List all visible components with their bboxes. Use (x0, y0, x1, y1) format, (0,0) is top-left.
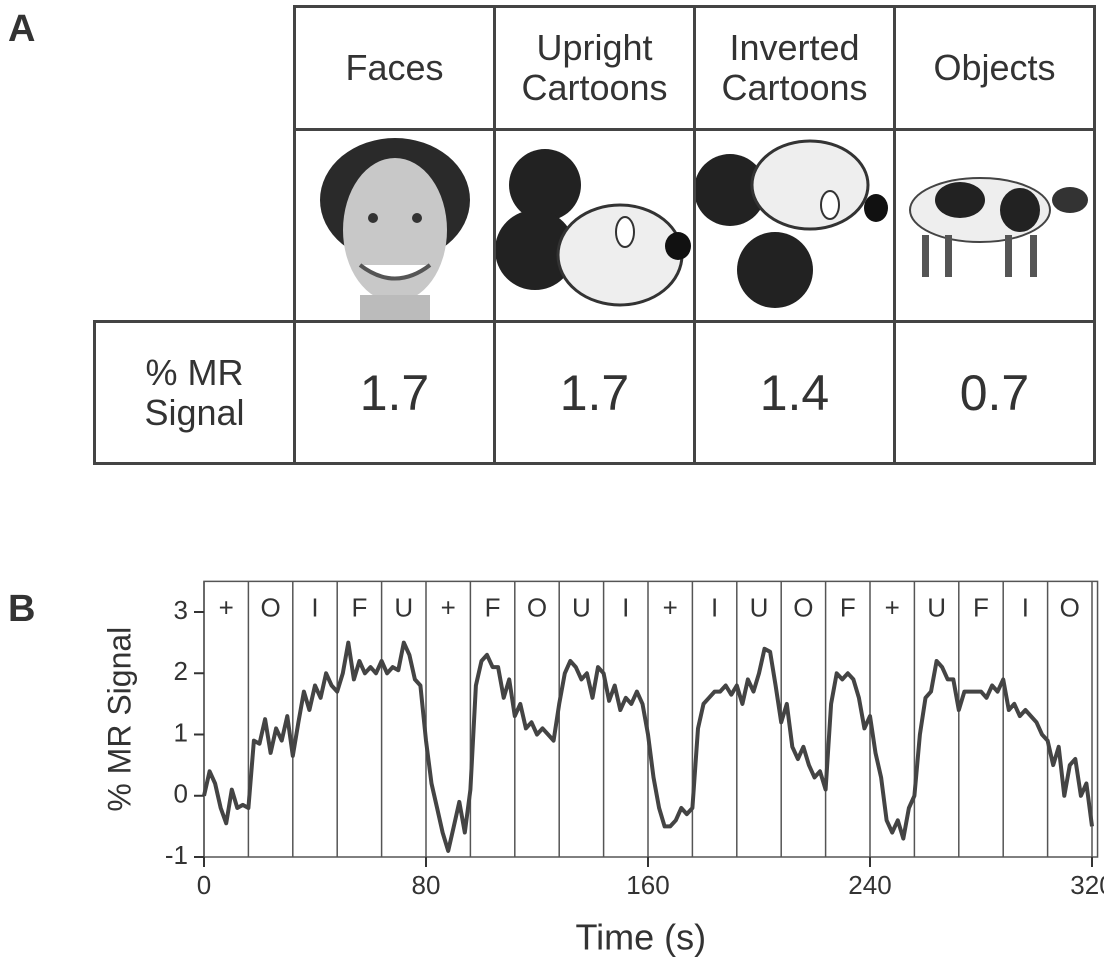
block-label: F (973, 592, 989, 622)
x-tick-label: 320 (1070, 870, 1104, 900)
face-image (320, 138, 470, 320)
upright-cartoon-image (495, 149, 691, 307)
image-cell (293, 128, 496, 323)
block-label: O (793, 592, 813, 622)
block-label: O (1060, 592, 1080, 622)
block-label: + (663, 592, 678, 622)
value-cell: 1.4 (693, 320, 896, 465)
y-tick-label: 0 (174, 779, 188, 809)
panel-label: A (8, 8, 36, 50)
x-tick-label: 80 (412, 870, 441, 900)
x-axis-title: Time (s) (575, 917, 706, 958)
block-label: O (527, 592, 547, 622)
image-cell (893, 128, 1096, 323)
line-chart: +OIFU+FOUI+IUOF+UFIO-10123080160240320Ti… (101, 580, 1104, 958)
column-header: Inverted Cartoons (693, 5, 896, 131)
column-header: Objects (893, 5, 1096, 131)
x-tick-label: 0 (197, 870, 211, 900)
column-header: Upright Cartoons (493, 5, 696, 131)
y-tick-label: 2 (174, 656, 188, 686)
y-tick-label: 3 (174, 595, 188, 625)
block-label: F (485, 592, 501, 622)
column-header: Faces (293, 5, 496, 131)
image-cell (693, 128, 896, 323)
block-label: U (572, 592, 591, 622)
block-label: U (927, 592, 946, 622)
block-label: I (1022, 592, 1029, 622)
value-cell: 0.7 (893, 320, 1096, 465)
block-label: + (219, 592, 234, 622)
block-label: F (351, 592, 367, 622)
block-label: U (750, 592, 769, 622)
plot-frame (203, 580, 1099, 858)
value-cell: 1.7 (493, 320, 696, 465)
block-label: I (711, 592, 718, 622)
block-label: I (622, 592, 629, 622)
block-label: O (260, 592, 280, 622)
panel-label: B (8, 588, 36, 630)
row-label: % MR Signal (93, 320, 296, 465)
x-tick-label: 240 (848, 870, 891, 900)
block-label: U (394, 592, 413, 622)
block-label: F (840, 592, 856, 622)
signal-line (202, 640, 1094, 853)
value-cell: 1.7 (293, 320, 496, 465)
y-tick-label: 1 (174, 717, 188, 747)
y-axis-title: % MR Signal (101, 627, 137, 812)
cow-image (909, 177, 1088, 277)
image-cell (493, 128, 696, 323)
block-label: I (311, 592, 318, 622)
block-label: + (441, 592, 456, 622)
y-tick-label: -1 (165, 840, 188, 870)
inverted-cartoon-image (694, 139, 888, 308)
x-tick-label: 160 (626, 870, 669, 900)
block-label: + (885, 592, 900, 622)
